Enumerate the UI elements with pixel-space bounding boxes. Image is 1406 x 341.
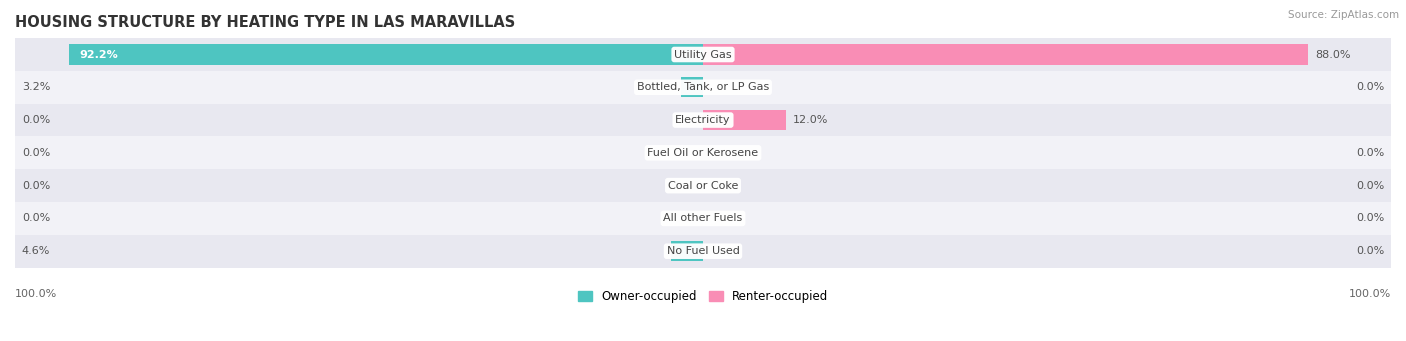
Text: 12.0%: 12.0% [793, 115, 828, 125]
Bar [15, 169, 1391, 202]
Text: Bottled, Tank, or LP Gas: Bottled, Tank, or LP Gas [637, 82, 769, 92]
Text: 92.2%: 92.2% [79, 49, 118, 59]
Text: 0.0%: 0.0% [22, 115, 51, 125]
Bar [703, 110, 786, 130]
Text: 0.0%: 0.0% [1355, 181, 1384, 191]
Bar [15, 104, 1391, 136]
Text: 0.0%: 0.0% [22, 213, 51, 223]
Bar [703, 44, 1309, 65]
Text: 0.0%: 0.0% [22, 181, 51, 191]
Text: Coal or Coke: Coal or Coke [668, 181, 738, 191]
Legend: Owner-occupied, Renter-occupied: Owner-occupied, Renter-occupied [578, 290, 828, 303]
Text: 4.6%: 4.6% [22, 246, 51, 256]
Text: Electricity: Electricity [675, 115, 731, 125]
Bar [15, 38, 1391, 71]
Bar [69, 44, 703, 65]
Bar [15, 71, 1391, 104]
Text: 100.0%: 100.0% [15, 289, 58, 299]
Text: 0.0%: 0.0% [1355, 213, 1384, 223]
Text: No Fuel Used: No Fuel Used [666, 246, 740, 256]
Text: 0.0%: 0.0% [1355, 82, 1384, 92]
Text: All other Fuels: All other Fuels [664, 213, 742, 223]
Bar [15, 202, 1391, 235]
Text: 0.0%: 0.0% [1355, 148, 1384, 158]
Text: Source: ZipAtlas.com: Source: ZipAtlas.com [1288, 10, 1399, 20]
Text: 3.2%: 3.2% [22, 82, 51, 92]
Text: 88.0%: 88.0% [1316, 49, 1351, 59]
Text: 0.0%: 0.0% [1355, 246, 1384, 256]
Text: 0.0%: 0.0% [22, 148, 51, 158]
Text: HOUSING STRUCTURE BY HEATING TYPE IN LAS MARAVILLAS: HOUSING STRUCTURE BY HEATING TYPE IN LAS… [15, 15, 515, 30]
Bar [681, 77, 703, 98]
Bar [15, 235, 1391, 268]
Bar [15, 136, 1391, 169]
Text: Fuel Oil or Kerosene: Fuel Oil or Kerosene [647, 148, 759, 158]
Text: 100.0%: 100.0% [1348, 289, 1391, 299]
Text: Utility Gas: Utility Gas [675, 49, 731, 59]
Bar [671, 241, 703, 261]
